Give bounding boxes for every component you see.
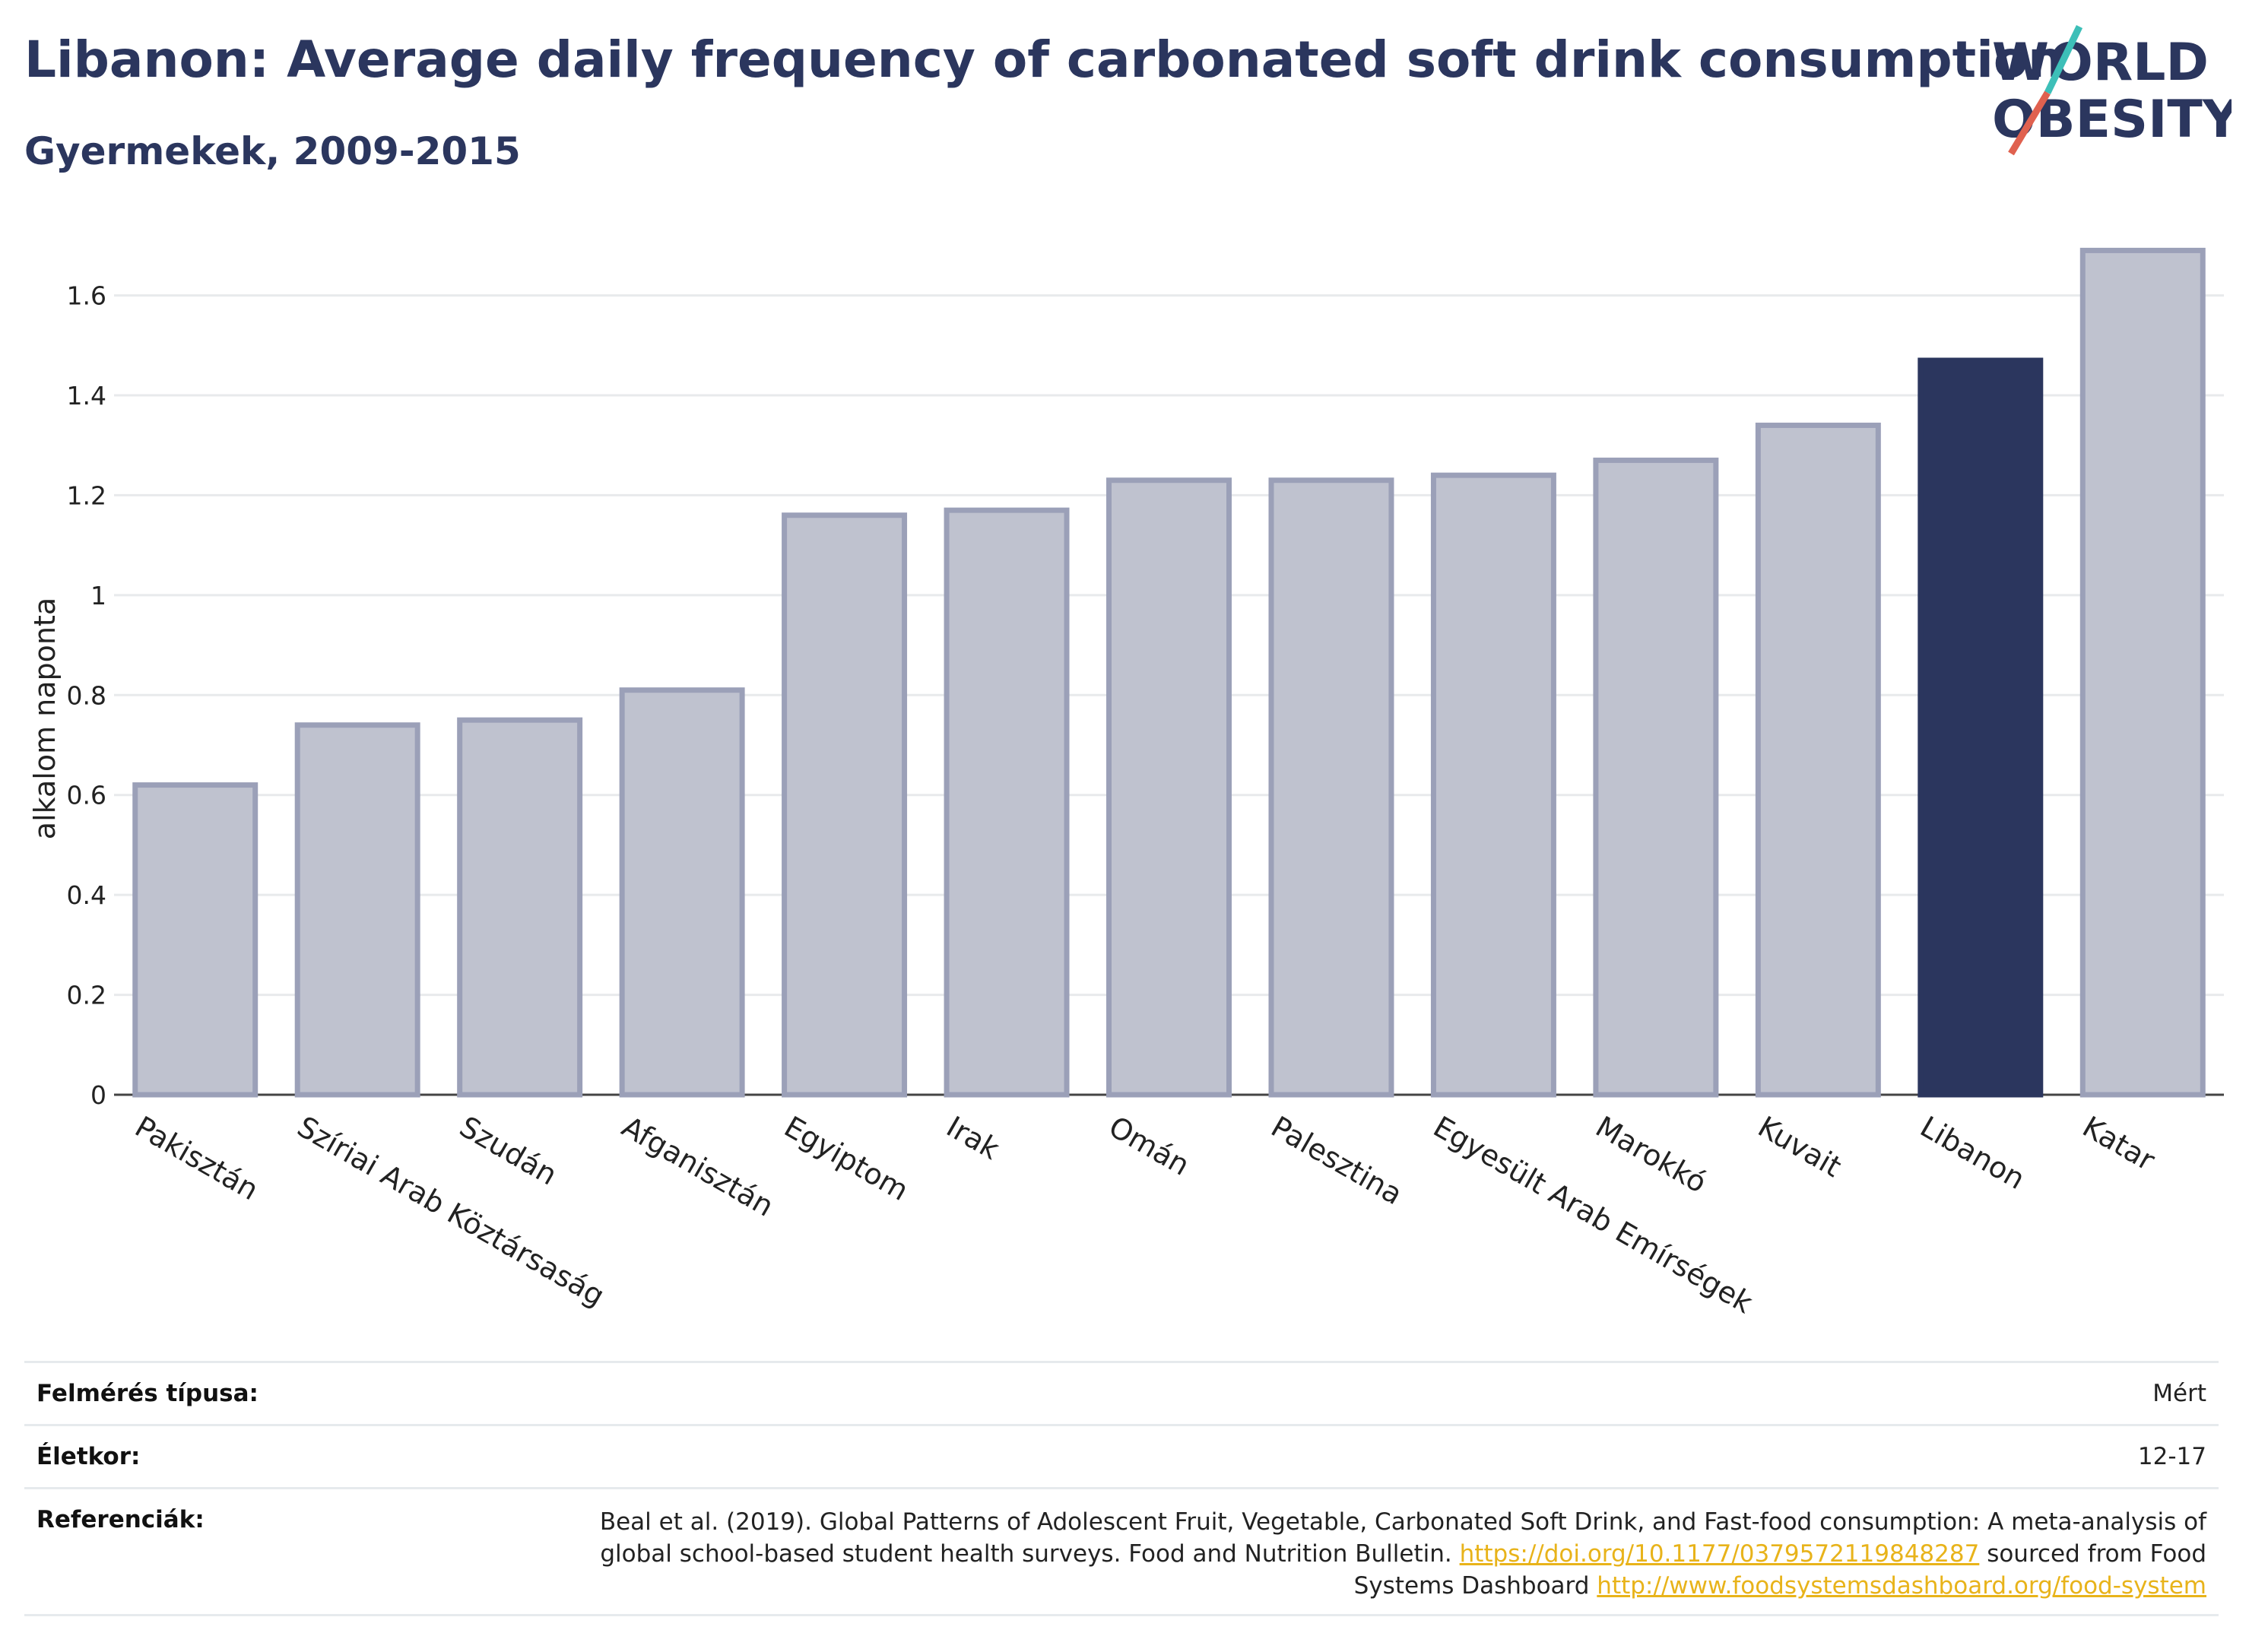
y-tick-label: 0.8 [67,680,106,710]
x-tick-label: Egyiptom [779,1110,914,1207]
y-tick-labels: 0 0.2 0.4 0.6 0.8 1 1.2 1.4 1.6 [67,281,106,1110]
references-text-2: sourced from Food Systems Dashboard [1353,1540,2206,1600]
y-tick-label: 1.2 [67,480,106,510]
bar-szíriai-arab-köztársaság[interactable] [294,722,420,1098]
x-tick-label: Libanon [1914,1110,2030,1196]
bar-chart: 0 0.2 0.4 0.6 0.8 1 1.2 1.4 1.6 Pakisztán Szíriai… [28,247,2224,1320]
logo-teal-slash [2044,25,2083,94]
x-tick-label: Pakisztán [129,1110,264,1207]
references-doi-link[interactable]: https://doi.org/10.1177/0379572119848287 [1459,1540,1980,1568]
world-obesity-logo: WORLD OBESITY [1992,25,2232,156]
bar-irak[interactable] [944,507,1070,1098]
bar-palesztina[interactable] [1268,477,1394,1098]
age-value: 12-17 [2137,1443,2206,1470]
bar-katar[interactable] [2079,247,2206,1098]
x-tick-label: Egyesült Arab Emírségek [1428,1110,1759,1320]
bar-kuvait[interactable] [1755,422,1881,1098]
x-tick-label: Szíriai Arab Köztársaság [292,1110,611,1313]
logo-red-slash [2008,90,2051,156]
bars [132,247,2206,1098]
logo-line1: WORLD [1992,33,2209,93]
y-tick-label: 1.4 [67,381,106,411]
y-axis-label: alkalom naponta [28,598,62,839]
x-tick-label: Katar [2077,1110,2161,1178]
metadata-table: Felmérés típusa: Mért Életkor: 12-17 Ref… [24,1361,2219,1616]
y-tick-label: 1.6 [67,281,106,311]
bar-marokkó[interactable] [1593,457,1719,1098]
y-tick-label: 0.6 [67,781,106,810]
x-tick-label: Szudán [454,1110,563,1192]
survey-type-value: Mért [2152,1380,2206,1407]
chart-subtitle: Gyermekek, 2009-2015 [24,129,521,173]
meta-divider [24,1424,2219,1426]
bar-afganisztán[interactable] [619,687,745,1098]
references-dashboard-link[interactable]: http://www.foodsystemsdashboard.org/food… [1597,1572,2206,1600]
bar-omán[interactable] [1106,477,1232,1098]
y-tick-label: 0 [90,1080,106,1110]
x-tick-label: Marokkó [1590,1110,1712,1200]
x-tick-label: Kuvait [1753,1110,1847,1184]
y-tick-label: 0.4 [67,880,106,910]
chart-title: Libanon: Average daily frequency of carb… [24,30,2064,89]
meta-divider [24,1614,2219,1616]
x-tick-label: Palesztina [1265,1110,1407,1212]
survey-type-label: Felmérés típusa: [36,1380,259,1407]
bar-egyiptom[interactable] [782,512,908,1098]
x-tick-label: Irak [941,1110,1005,1166]
x-tick-label: Afganisztán [617,1110,779,1223]
age-label: Életkor: [36,1443,141,1470]
references-value: Beal et al. (2019). Global Patterns of A… [579,1506,2206,1602]
y-tick-label: 1 [90,581,106,610]
references-text-1: Beal et al. (2019). Global Patterns of A… [599,1508,2206,1568]
bar-egyesült-arab-emírségek[interactable] [1430,472,1556,1098]
references-label: Referenciák: [36,1506,205,1533]
bar-libanon[interactable] [1918,357,2044,1098]
meta-divider [24,1487,2219,1489]
x-tick-label: Omán [1103,1110,1195,1182]
y-tick-label: 0.2 [67,981,106,1010]
bar-pakisztán[interactable] [132,782,259,1098]
bar-szudán[interactable] [457,717,583,1098]
